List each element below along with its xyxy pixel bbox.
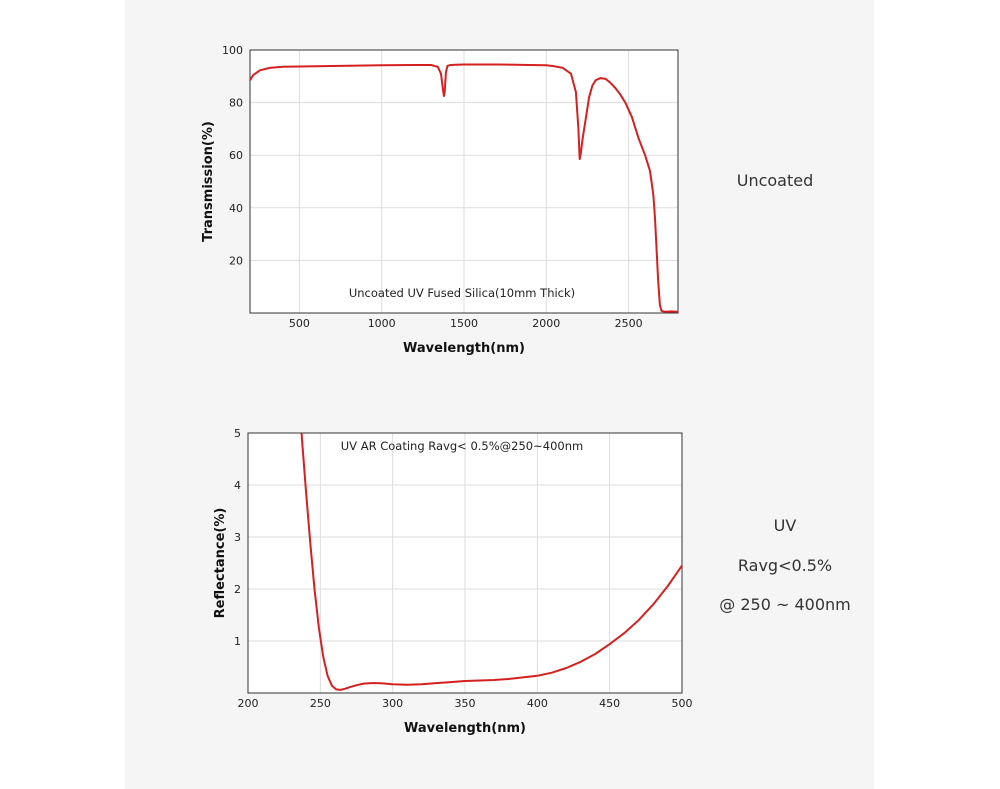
x-tick-label: 500 [289, 317, 310, 330]
label-uv: UV [773, 516, 797, 535]
label-uncoated: Uncoated [736, 171, 814, 190]
x-tick-label: 200 [238, 697, 259, 710]
x-tick-label: 2000 [532, 317, 560, 330]
y-tick-label: 60 [229, 149, 243, 162]
x-tick-label: 400 [527, 697, 548, 710]
y-tick-label: 3 [234, 531, 241, 544]
series-line [300, 432, 683, 691]
plot-frame [249, 49, 679, 314]
x-tick-label: 350 [455, 697, 476, 710]
series-line [249, 63, 679, 313]
chart-2: 200 250 300 350 400 450 500 1 2 3 4 5 Wavelength(nm)… [213, 427, 693, 736]
y-tick-label: 4 [234, 479, 241, 492]
x-tick-label: 300 [382, 697, 403, 710]
y-axis-title: Reflectance(%) [213, 508, 228, 619]
x-tick-label: 450 [599, 697, 620, 710]
chart-annotation: UV AR Coating Ravg< 0.5%@250~400nm [341, 439, 583, 453]
y-tick-label: 5 [234, 427, 241, 440]
y-tick-label: 1 [234, 635, 241, 648]
x-axis-title: Wavelength(nm) [403, 341, 525, 356]
label-ravg: Ravg<0.5% [737, 556, 833, 575]
chart-annotation: Uncoated UV Fused Silica(10mm Thick) [349, 286, 575, 300]
y-axis-title: Transmission(%) [201, 121, 216, 242]
y-tick-label: 100 [222, 44, 243, 57]
y-tick-label: 40 [229, 202, 243, 215]
plot-frame [247, 432, 683, 694]
x-tick-label: 2500 [615, 317, 643, 330]
x-tick-label: 250 [310, 697, 331, 710]
label-range: @ 250 ~ 400nm [719, 595, 851, 614]
y-tick-label: 2 [234, 583, 241, 596]
chart-1: 500 1000 1500 2000 2500 20 40 60 80 100 Wavelength… [201, 44, 679, 356]
y-tick-label: 80 [229, 97, 243, 110]
x-tick-label: 1500 [450, 317, 478, 330]
x-axis-title: Wavelength(nm) [404, 721, 526, 736]
y-tick-label: 20 [229, 254, 243, 267]
x-tick-label: 500 [672, 697, 693, 710]
x-tick-label: 1000 [368, 317, 396, 330]
